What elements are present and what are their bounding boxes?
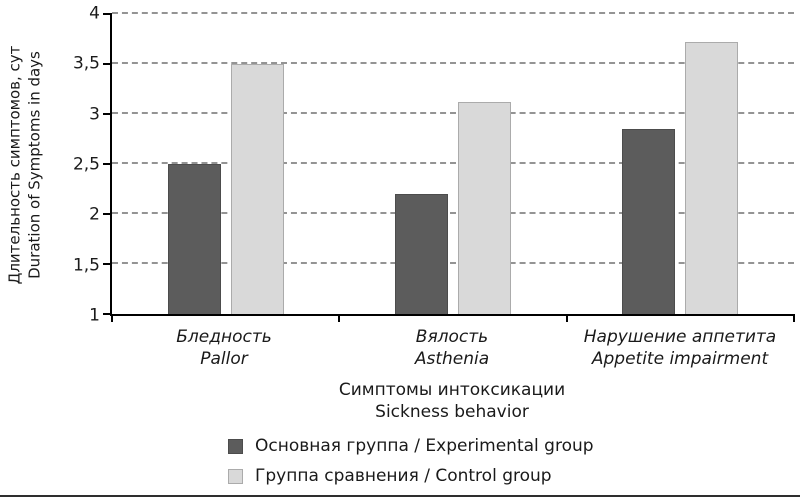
gridline [112, 12, 794, 14]
category-label: Вялость Asthenia [338, 326, 566, 370]
legend: Основная группа / Experimental group Груп… [228, 436, 794, 486]
chart-row: Длительность симптомов, сут Duration of … [0, 5, 795, 324]
y-axis-title-ru: Длительность симптомов, сут [5, 45, 24, 285]
y-tick-label: 3 [89, 104, 100, 125]
bar-experimental [167, 164, 221, 314]
category-label: Нарушение аппетита Appetite impairment [566, 326, 794, 370]
gridline [112, 162, 794, 164]
x-tick-mark [338, 314, 341, 322]
y-tick-label: 1,5 [72, 255, 100, 276]
y-tick-label: 3,5 [72, 53, 100, 74]
legend-item: Группа сравнения / Control group [228, 466, 794, 486]
x-tick-mark [565, 314, 568, 322]
legend-swatch [228, 438, 243, 454]
y-tick-mark [103, 263, 112, 266]
y-tick-label: 2 [89, 204, 100, 225]
x-axis-category-labels: Бледность Pallor Вялость Asthenia Нарушение … [110, 316, 794, 370]
category-label: Бледность Pallor [110, 326, 338, 370]
y-tick-label: 4 [89, 3, 100, 24]
legend-item: Основная группа / Experimental group [228, 436, 794, 456]
category-label-ru: Нарушение аппетита [583, 327, 777, 347]
y-tick-label: 1 [89, 305, 100, 326]
legend-swatch [228, 468, 243, 484]
y-axis-title: Длительность симптомов, сут Duration of … [0, 14, 50, 316]
bar-group [567, 14, 794, 314]
y-tick-mark [103, 113, 112, 116]
bottom-divider [0, 495, 800, 497]
y-tick-mark [103, 63, 112, 65]
plot-area [103, 12, 795, 322]
x-axis-title: Симптомы интоксикации Sickness behavior [110, 379, 794, 423]
bar-control [230, 64, 284, 314]
y-tick-label: 2,5 [72, 154, 100, 175]
x-axis-title-en: Sickness behavior [375, 402, 529, 423]
legend-label: Группа сравнения / Control group [255, 466, 552, 487]
y-axis-tick-labels: 1 1,5 2 2,5 3 3,5 4 [50, 5, 110, 324]
category-label-ru: Вялость [415, 327, 489, 347]
x-tick-mark [111, 314, 113, 322]
bar-experimental [394, 194, 448, 314]
gridline [112, 212, 794, 214]
bar-group [339, 14, 566, 314]
y-tick-mark [103, 313, 112, 315]
bar-experimental [622, 129, 676, 314]
bar-group [112, 14, 339, 314]
y-tick-mark [103, 213, 112, 216]
y-tick-mark [103, 13, 112, 15]
gridline [112, 112, 794, 114]
bars-layer [112, 14, 794, 314]
x-tick-mark [793, 314, 795, 322]
bar-control [457, 102, 511, 314]
x-axis-title-ru: Симптомы интоксикации [338, 380, 566, 401]
category-label-en: Pallor [200, 349, 248, 370]
category-label-ru: Бледность [176, 327, 272, 347]
y-axis-title-en: Duration of Symptoms in days [25, 51, 43, 279]
gridline [112, 62, 794, 64]
category-label-en: Appetite impairment [591, 349, 769, 370]
category-label-en: Asthenia [414, 349, 490, 370]
y-axis-title-text: Длительность симптомов, сут Duration of … [6, 46, 45, 285]
bar-control [685, 42, 739, 314]
gridline [112, 262, 794, 264]
legend-label: Основная группа / Experimental group [255, 436, 594, 457]
y-tick-mark [103, 163, 112, 165]
